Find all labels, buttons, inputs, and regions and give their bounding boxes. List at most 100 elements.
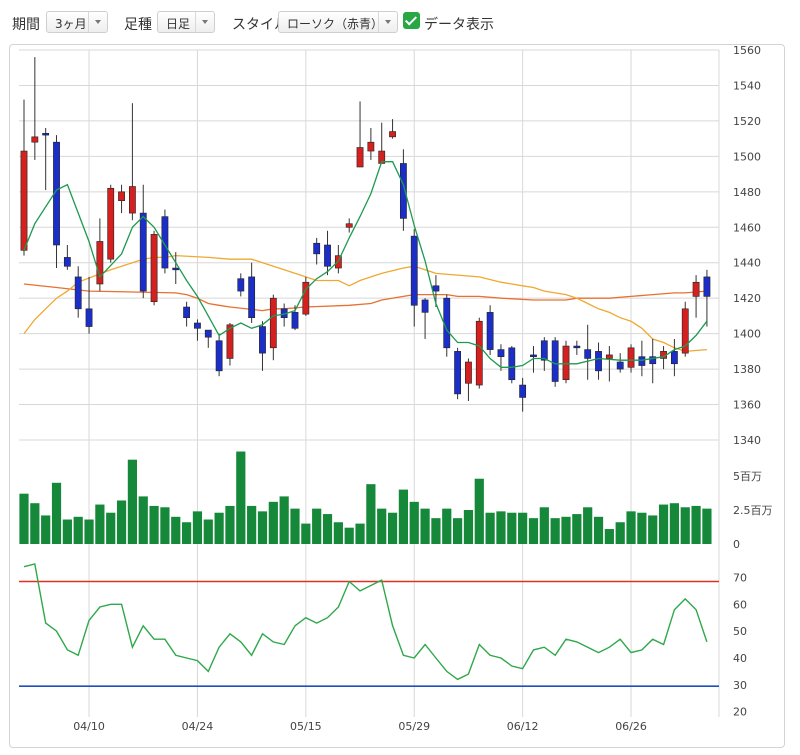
volume-bar xyxy=(387,512,398,544)
volume-bar xyxy=(474,478,484,544)
volume-bar xyxy=(561,516,571,544)
volume-bar xyxy=(30,503,40,544)
rsi-tick-label: 30 xyxy=(733,679,747,692)
candle-body xyxy=(194,322,201,329)
price-tick-label: 1400 xyxy=(733,328,761,341)
volume-tick-label: 0 xyxy=(733,538,740,551)
volume-bar xyxy=(160,507,170,544)
candle-body xyxy=(139,212,147,292)
volume-bar xyxy=(680,507,690,544)
volume-bar xyxy=(149,505,159,544)
volume-bar xyxy=(366,484,376,544)
interval-select[interactable]: 日足 xyxy=(157,11,215,33)
volume-tick-label: 2.5百万 xyxy=(733,504,773,517)
volume-bar xyxy=(106,512,116,544)
style-select-value: ローソク（赤青） xyxy=(287,17,384,31)
candle-body xyxy=(42,133,50,136)
candle-body xyxy=(519,384,527,398)
toolbar: 期間 3ヶ月 足種 日足 スタイル ローソク（赤青） データ表示 xyxy=(0,0,800,44)
volume-bar xyxy=(236,451,246,544)
candle-body xyxy=(107,187,115,260)
candle-body xyxy=(324,244,331,267)
volume-bar xyxy=(669,503,679,544)
volume-bar xyxy=(420,508,430,544)
candle-body xyxy=(345,223,353,228)
candle-body xyxy=(291,312,299,329)
x-tick-label: 04/10 xyxy=(73,720,105,733)
candle-body xyxy=(562,345,570,381)
candle-body xyxy=(118,191,125,201)
candle-body xyxy=(508,347,516,381)
candle-body xyxy=(215,340,223,372)
candle-body xyxy=(85,308,93,327)
candle-body xyxy=(605,354,613,359)
volume-bar xyxy=(312,508,322,544)
candle-body xyxy=(540,340,548,361)
candle-body xyxy=(616,361,624,370)
volume-bar xyxy=(19,493,29,544)
volume-bar xyxy=(637,512,647,544)
volume-bar xyxy=(550,518,560,544)
volume-bar xyxy=(333,522,343,544)
candle-body xyxy=(530,354,537,357)
period-select[interactable]: 3ヶ月 xyxy=(46,11,108,33)
volume-bar xyxy=(355,523,365,544)
ma-mid-line xyxy=(23,254,707,353)
volume-bar xyxy=(615,522,625,544)
candle-body xyxy=(226,324,234,359)
ma-long-line xyxy=(23,283,707,312)
rsi-tick-label: 20 xyxy=(733,706,747,719)
volume-bar xyxy=(51,482,62,544)
style-label: スタイル xyxy=(232,17,288,33)
volume-bar xyxy=(73,516,83,544)
volume-bar xyxy=(604,529,614,544)
volume-bar xyxy=(377,508,387,544)
price-tick-label: 1420 xyxy=(733,292,761,305)
volume-bar xyxy=(279,496,289,544)
candle-body xyxy=(302,281,310,315)
volume-bar xyxy=(398,489,408,544)
style-select[interactable]: ローソク（赤青） xyxy=(278,11,398,33)
candle-body xyxy=(454,351,461,395)
period-select-value: 3ヶ月 xyxy=(55,17,87,31)
volume-bar xyxy=(116,500,127,544)
candle-body xyxy=(313,242,321,255)
candle-body xyxy=(681,308,689,354)
candle-body xyxy=(20,150,28,251)
candle-body xyxy=(31,136,39,143)
candle-body xyxy=(161,216,169,269)
volume-bar xyxy=(138,496,148,544)
candle-body xyxy=(63,257,71,267)
data-display-checkbox[interactable] xyxy=(403,12,420,29)
candle-body xyxy=(74,276,82,310)
volume-bar xyxy=(225,505,235,544)
volume-bar xyxy=(572,514,582,544)
volume-bar xyxy=(539,507,549,544)
volume-bar xyxy=(322,514,333,544)
price-tick-label: 1500 xyxy=(733,150,761,163)
volume-bar xyxy=(301,523,311,544)
volume-tick-label: 5百万 xyxy=(733,470,762,483)
volume-bar xyxy=(431,518,441,544)
price-tick-label: 1480 xyxy=(733,186,761,199)
price-tick-label: 1460 xyxy=(733,221,761,234)
data-display-label: データ表示 xyxy=(424,17,494,33)
volume-bar xyxy=(453,518,463,544)
candle-body xyxy=(150,234,158,303)
candle-body xyxy=(410,235,418,306)
volume-bar xyxy=(626,511,636,544)
volume-bar xyxy=(691,505,701,544)
candle-body xyxy=(248,276,256,318)
chevron-down-icon xyxy=(88,12,107,32)
volume-bar xyxy=(62,519,72,544)
price-tick-label: 1360 xyxy=(733,399,761,412)
volume-bar xyxy=(442,508,452,544)
candle-body xyxy=(649,356,657,365)
candle-body xyxy=(204,329,212,338)
price-tick-label: 1380 xyxy=(733,363,761,376)
candle-body xyxy=(486,312,494,350)
volume-bar xyxy=(496,511,506,544)
volume-bar xyxy=(192,511,203,544)
volume-bar xyxy=(463,510,474,544)
candle-body xyxy=(638,356,646,366)
